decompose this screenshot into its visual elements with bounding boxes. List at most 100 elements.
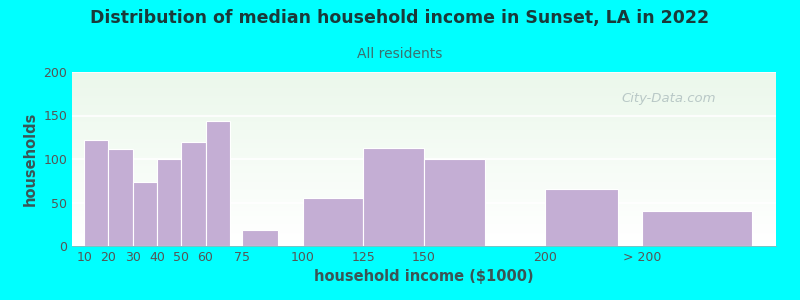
Bar xyxy=(72,193,776,194)
Bar xyxy=(72,131,776,132)
Bar xyxy=(72,146,776,147)
Bar xyxy=(72,105,776,106)
Bar xyxy=(72,110,776,111)
Bar xyxy=(72,147,776,148)
Bar xyxy=(72,232,776,233)
Bar xyxy=(72,156,776,157)
Bar xyxy=(72,180,776,181)
Bar xyxy=(72,117,776,118)
Bar xyxy=(72,239,776,240)
Bar xyxy=(72,196,776,197)
Bar xyxy=(242,230,278,246)
Bar xyxy=(72,229,776,230)
Bar xyxy=(72,87,776,88)
Bar xyxy=(72,183,776,184)
Bar xyxy=(72,98,776,99)
Bar xyxy=(72,212,776,213)
Text: All residents: All residents xyxy=(358,46,442,61)
Bar xyxy=(72,92,776,93)
Bar xyxy=(72,90,776,91)
Bar xyxy=(72,200,776,201)
Text: City-Data.com: City-Data.com xyxy=(621,92,716,105)
Bar xyxy=(72,75,776,76)
Bar xyxy=(72,188,776,189)
Bar xyxy=(72,127,776,128)
Bar xyxy=(72,177,776,178)
Bar xyxy=(72,215,776,216)
Bar xyxy=(72,238,776,239)
Bar xyxy=(424,159,485,246)
Bar xyxy=(72,159,776,160)
Bar xyxy=(72,83,776,84)
Bar xyxy=(72,218,776,219)
Bar xyxy=(72,172,776,173)
Bar xyxy=(72,86,776,87)
Bar xyxy=(72,138,776,139)
Bar xyxy=(72,129,776,130)
Bar xyxy=(206,121,230,246)
Bar xyxy=(72,204,776,205)
Bar xyxy=(72,88,776,89)
Text: Distribution of median household income in Sunset, LA in 2022: Distribution of median household income … xyxy=(90,9,710,27)
Bar xyxy=(72,187,776,188)
Bar xyxy=(72,81,776,82)
Bar xyxy=(72,174,776,175)
Bar xyxy=(72,219,776,220)
Bar xyxy=(72,145,776,146)
Bar xyxy=(72,114,776,115)
X-axis label: household income ($1000): household income ($1000) xyxy=(314,269,534,284)
Bar xyxy=(72,178,776,179)
Bar xyxy=(72,201,776,202)
Bar xyxy=(72,216,776,217)
Bar xyxy=(72,89,776,90)
Bar xyxy=(72,124,776,125)
Bar xyxy=(72,79,776,80)
Bar xyxy=(72,78,776,79)
Bar xyxy=(72,74,776,75)
Bar xyxy=(72,85,776,86)
Bar xyxy=(72,106,776,107)
Bar xyxy=(72,136,776,137)
Bar xyxy=(72,189,776,190)
Bar xyxy=(72,134,776,135)
Bar xyxy=(72,112,776,113)
Bar xyxy=(72,99,776,100)
Bar xyxy=(72,191,776,192)
Bar xyxy=(72,122,776,123)
Bar xyxy=(72,210,776,211)
Bar xyxy=(72,118,776,119)
Bar xyxy=(72,236,776,237)
Bar xyxy=(72,173,776,174)
Bar xyxy=(363,148,424,246)
Bar xyxy=(72,169,776,170)
Bar xyxy=(72,161,776,162)
Bar xyxy=(546,190,618,246)
Bar xyxy=(72,206,776,207)
Bar xyxy=(72,84,776,85)
Bar xyxy=(302,198,363,246)
Bar xyxy=(72,164,776,165)
Bar xyxy=(72,199,776,200)
Bar xyxy=(72,217,776,218)
Bar xyxy=(72,113,776,114)
Bar xyxy=(72,123,776,124)
Bar xyxy=(72,133,776,134)
Bar xyxy=(72,116,776,117)
Bar xyxy=(72,77,776,78)
Bar xyxy=(72,220,776,221)
Bar xyxy=(72,166,776,167)
Bar xyxy=(72,167,776,168)
Bar xyxy=(72,197,776,198)
Bar xyxy=(72,137,776,138)
Bar xyxy=(72,208,776,209)
Bar xyxy=(72,108,776,109)
Bar xyxy=(72,209,776,210)
Bar xyxy=(72,140,776,141)
Bar xyxy=(72,214,776,215)
Bar xyxy=(72,184,776,185)
Bar xyxy=(72,103,776,104)
Bar xyxy=(72,102,776,103)
Bar xyxy=(72,104,776,105)
Bar xyxy=(157,159,182,246)
Bar xyxy=(72,95,776,96)
